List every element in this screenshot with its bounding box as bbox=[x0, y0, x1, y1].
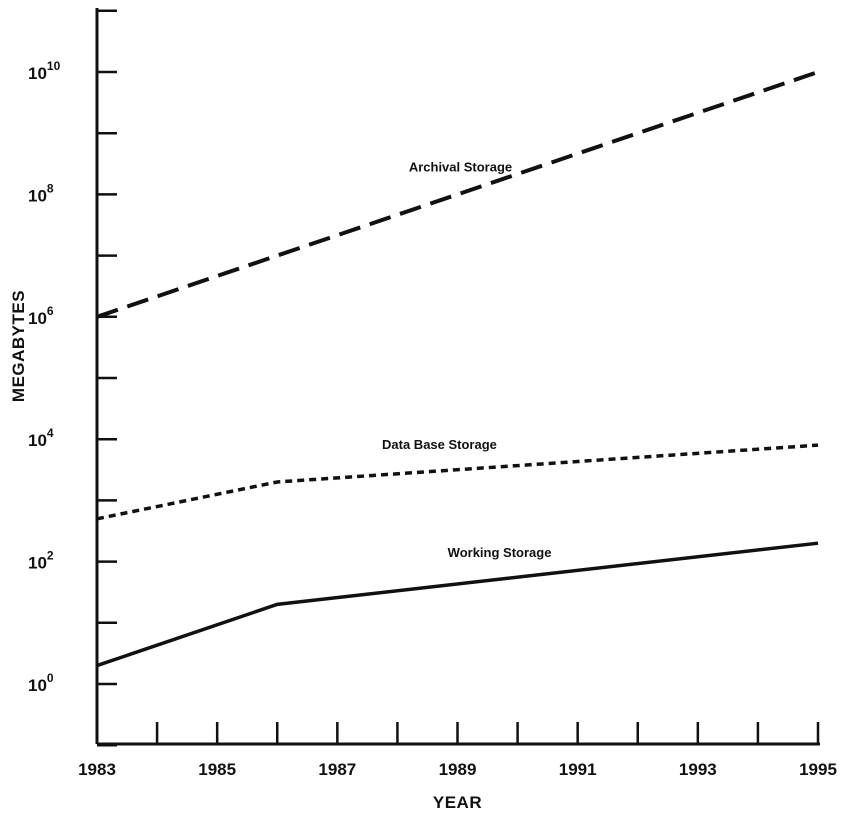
x-tick-label: 1985 bbox=[198, 760, 236, 779]
y-tick-exponent: 6 bbox=[47, 304, 54, 318]
y-tick-label: 106 bbox=[28, 304, 54, 328]
series-label-data-base-storage: Data Base Storage bbox=[382, 437, 497, 452]
series-line-working-storage bbox=[96, 541, 819, 668]
series-line-archival-storage bbox=[96, 70, 819, 319]
series-label-archival-storage: Archival Storage bbox=[409, 159, 512, 174]
series-label-working-storage: Working Storage bbox=[448, 545, 552, 560]
series-layer bbox=[96, 70, 819, 668]
y-tick-exponent: 0 bbox=[47, 671, 54, 685]
x-tick-label: 1995 bbox=[799, 760, 837, 779]
y-tick-label: 102 bbox=[28, 549, 54, 573]
x-tick-label: 1983 bbox=[78, 760, 116, 779]
y-tick-label: 100 bbox=[28, 671, 54, 695]
y-tick-base: 10 bbox=[28, 309, 47, 328]
axes bbox=[95, 8, 820, 746]
x-tick-label: 1989 bbox=[439, 760, 477, 779]
y-tick-base: 10 bbox=[28, 431, 47, 450]
y-tick-base: 10 bbox=[28, 676, 47, 695]
y-tick-label: 1010 bbox=[28, 59, 61, 83]
y-tick-base: 10 bbox=[28, 64, 47, 83]
y-tick-label: 104 bbox=[28, 426, 54, 450]
y-tick-exponent: 10 bbox=[47, 59, 61, 73]
y-tick-base: 10 bbox=[28, 186, 47, 205]
x-axis-ticks: 1983 1985 1987 1989 1991 1993 1995 bbox=[78, 722, 837, 779]
y-axis-title: MEGABYTES bbox=[9, 290, 28, 402]
series-labels: Archival Storage Data Base Storage Working… bbox=[382, 159, 551, 560]
y-tick-exponent: 4 bbox=[47, 426, 54, 440]
series-line-data-base-storage bbox=[96, 443, 819, 521]
y-tick-exponent: 2 bbox=[47, 549, 54, 563]
y-tick-base: 10 bbox=[28, 554, 47, 573]
y-tick-exponent: 8 bbox=[47, 181, 54, 195]
x-tick-label: 1991 bbox=[559, 760, 597, 779]
x-axis-title: YEAR bbox=[433, 793, 482, 812]
x-tick-label: 1993 bbox=[679, 760, 717, 779]
x-tick-label: 1987 bbox=[318, 760, 356, 779]
y-tick-label: 108 bbox=[28, 181, 54, 205]
